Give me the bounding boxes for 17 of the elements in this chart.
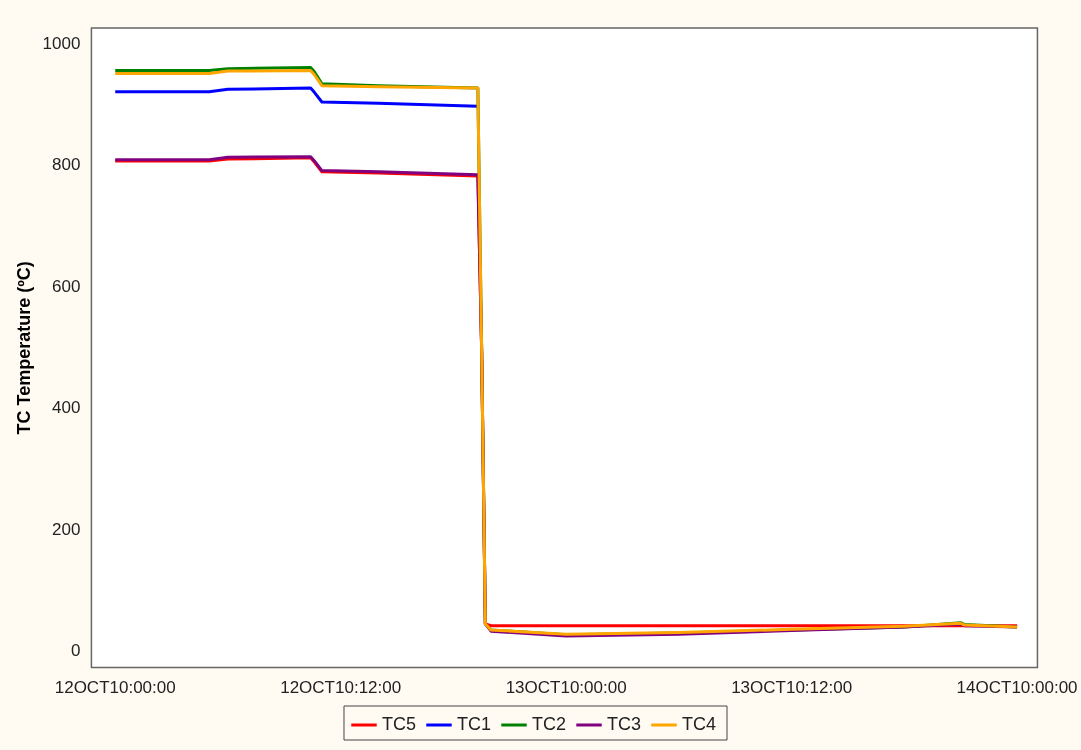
legend-label: TC4 — [682, 713, 717, 734]
x-tick-label: 13OCT10:12:00 — [731, 678, 853, 698]
y-tick-label: 600 — [52, 276, 81, 296]
x-tick-label: 12OCT10:00:00 — [54, 678, 176, 698]
y-tick-label: 400 — [52, 398, 81, 418]
y-tick-label: 200 — [52, 519, 81, 539]
legend-label: TC5 — [381, 713, 416, 734]
legend-label: TC3 — [607, 713, 642, 734]
y-axis-title: TC Temperature (ºC) — [13, 261, 34, 435]
legend-label: TC1 — [456, 713, 492, 734]
y-tick-label: 1000 — [42, 34, 81, 54]
y-tick-label: 0 — [70, 640, 81, 660]
x-tick-label: 14OCT10:00:00 — [956, 678, 1078, 698]
x-tick-label: 13OCT10:00:00 — [505, 678, 627, 698]
x-tick-label: 12OCT10:12:00 — [280, 678, 402, 698]
legend-label: TC2 — [532, 713, 567, 734]
y-tick-label: 800 — [52, 155, 81, 175]
